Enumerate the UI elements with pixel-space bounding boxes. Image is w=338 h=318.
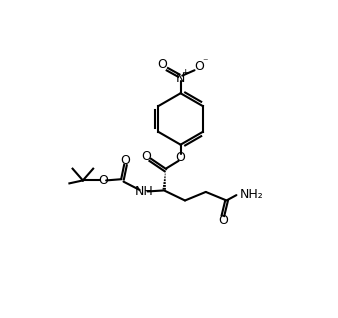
Text: +: + bbox=[181, 68, 189, 77]
Text: N: N bbox=[176, 72, 185, 85]
Text: O: O bbox=[195, 60, 204, 73]
Text: O: O bbox=[98, 174, 108, 187]
Text: NH₂: NH₂ bbox=[239, 188, 263, 201]
Text: O: O bbox=[176, 151, 186, 164]
Text: O: O bbox=[218, 214, 228, 227]
Text: O: O bbox=[121, 154, 130, 167]
Text: NH: NH bbox=[135, 185, 153, 198]
Text: ⁻: ⁻ bbox=[202, 57, 208, 67]
Text: O: O bbox=[141, 150, 151, 163]
Text: O: O bbox=[157, 58, 167, 71]
